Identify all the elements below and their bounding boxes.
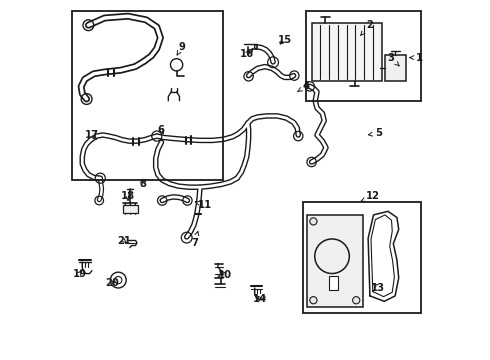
Text: 11: 11: [196, 200, 213, 210]
Text: 15: 15: [277, 35, 292, 45]
Bar: [123, 205, 138, 213]
Text: 13: 13: [371, 283, 385, 293]
Text: 14: 14: [253, 294, 267, 304]
Text: 4: 4: [297, 81, 310, 92]
Text: 9: 9: [177, 42, 185, 55]
Bar: [385, 55, 406, 81]
Text: 18: 18: [121, 191, 135, 201]
Text: 5: 5: [368, 128, 382, 138]
Bar: [72, 11, 223, 180]
Text: 1: 1: [410, 53, 423, 63]
Bar: [303, 202, 421, 313]
Text: 19: 19: [73, 269, 86, 279]
Text: 16: 16: [240, 49, 254, 59]
Text: 10: 10: [218, 270, 232, 280]
Circle shape: [310, 218, 317, 225]
Text: 20: 20: [105, 278, 119, 288]
Text: 7: 7: [191, 231, 199, 248]
Text: 6: 6: [157, 125, 164, 135]
Bar: [306, 11, 421, 101]
Text: 8: 8: [139, 179, 146, 189]
Bar: [307, 215, 363, 307]
Text: 17: 17: [85, 130, 99, 140]
Circle shape: [310, 297, 317, 304]
Bar: [329, 276, 338, 290]
Circle shape: [353, 297, 360, 304]
Text: 21: 21: [118, 236, 131, 246]
Text: 3: 3: [388, 53, 399, 66]
Text: 12: 12: [361, 191, 380, 202]
Bar: [312, 23, 382, 81]
Text: 2: 2: [361, 20, 372, 35]
